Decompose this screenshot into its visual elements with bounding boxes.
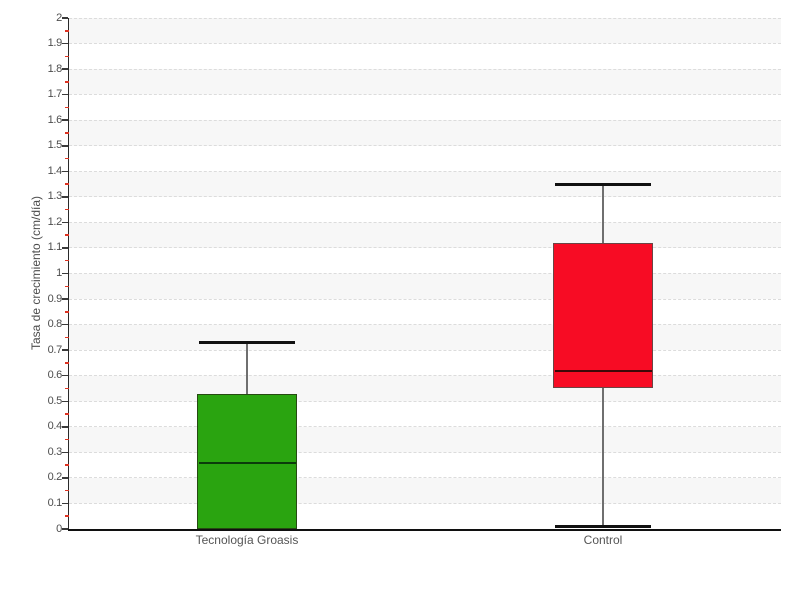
y-minor-tick	[64, 362, 69, 364]
gridline	[69, 502, 781, 504]
y-tick-label: 1.3	[47, 190, 63, 203]
gridline	[69, 94, 781, 96]
y-major-tick	[62, 528, 68, 530]
y-tick-label: 0.5	[47, 394, 63, 407]
y-major-tick	[62, 247, 68, 249]
y-minor-tick	[64, 132, 69, 134]
median-line	[198, 461, 296, 464]
y-tick-label: 1.2	[47, 215, 63, 228]
y-minor-tick	[64, 336, 69, 339]
y-tick-label: 0.4	[47, 420, 63, 433]
box-tecnologia-groasis	[197, 393, 297, 529]
y-minor-tick	[64, 489, 69, 492]
y-minor-tick	[64, 311, 69, 313]
y-tick-label: 1.9	[47, 37, 63, 50]
y-tick-label: 0.2	[47, 471, 63, 484]
y-major-tick	[62, 93, 68, 96]
y-minor-tick	[64, 259, 69, 262]
y-tick-label: 0.7	[47, 343, 63, 356]
gridline	[69, 400, 781, 402]
y-major-tick	[62, 272, 68, 275]
gridline	[69, 43, 781, 45]
y-tick-label: 1.5	[47, 139, 63, 152]
gridline	[69, 451, 781, 453]
y-tick-label: 1	[56, 267, 62, 279]
gridline	[69, 170, 781, 172]
y-major-tick	[62, 221, 68, 224]
y-major-tick	[62, 502, 68, 505]
gridline	[69, 349, 781, 351]
y-major-tick	[62, 349, 68, 351]
min-whisker-cap	[555, 524, 651, 528]
y-minor-tick	[64, 208, 69, 211]
y-tick-label: 1.8	[47, 62, 63, 75]
y-major-tick	[62, 68, 68, 70]
y-minor-tick	[64, 106, 69, 109]
y-major-tick	[62, 170, 68, 173]
max-whisker-cap	[555, 182, 651, 186]
y-minor-tick	[64, 438, 69, 441]
gridline	[69, 477, 781, 479]
gridline	[69, 221, 781, 223]
upper-whisker-stem	[602, 184, 604, 243]
gridline	[69, 247, 781, 249]
y-axis-line	[67, 18, 69, 530]
max-whisker-cap	[199, 340, 295, 344]
y-minor-tick	[64, 387, 69, 390]
y-major-tick	[62, 400, 68, 402]
y-major-tick	[62, 42, 68, 45]
y-minor-tick	[64, 464, 69, 466]
y-major-tick	[62, 196, 68, 198]
y-minor-tick	[64, 157, 69, 160]
x-axis-line	[67, 528, 781, 531]
y-major-tick	[62, 17, 68, 19]
lower-whisker-stem	[602, 388, 604, 527]
y-minor-tick	[64, 413, 69, 415]
x-category-label: Control	[583, 533, 623, 547]
y-tick-label: 1.1	[47, 241, 63, 254]
gridline	[69, 375, 781, 377]
y-minor-tick	[64, 515, 69, 517]
y-major-tick	[62, 119, 68, 121]
y-major-tick	[62, 477, 68, 479]
y-tick-label: 0.6	[47, 369, 63, 382]
y-tick-label: 1.4	[47, 164, 63, 177]
median-line	[554, 369, 652, 372]
y-major-tick	[62, 451, 68, 454]
gridline	[69, 17, 781, 19]
y-minor-tick	[64, 55, 69, 58]
gridline	[69, 145, 781, 147]
y-tick-label: 0.3	[47, 445, 63, 458]
y-major-tick	[62, 145, 68, 147]
y-major-tick	[62, 374, 68, 377]
upper-whisker-stem	[246, 342, 248, 394]
gridline	[69, 298, 781, 300]
y-tick-label: 1.7	[47, 88, 63, 101]
y-major-tick	[62, 426, 68, 428]
y-tick-label: 2	[56, 11, 62, 24]
y-minor-tick	[64, 285, 69, 288]
gridline	[69, 426, 781, 428]
y-tick-label: 0.9	[47, 292, 63, 305]
y-minor-tick	[64, 234, 69, 236]
x-category-label: Tecnología Groasis	[195, 533, 299, 547]
gridline	[69, 273, 781, 274]
gridline	[69, 68, 781, 70]
y-minor-tick	[64, 81, 69, 83]
y-tick-label: 0.1	[47, 496, 63, 509]
gridline	[69, 324, 781, 326]
y-minor-tick	[64, 30, 69, 32]
y-tick-label: 0.8	[47, 318, 63, 331]
gridline	[69, 196, 781, 198]
gridline	[69, 119, 781, 121]
y-major-tick	[62, 298, 68, 300]
y-tick-label: 1.6	[47, 113, 63, 126]
y-major-tick	[62, 323, 68, 326]
y-tick-label: 0	[56, 522, 62, 535]
y-minor-tick	[64, 183, 69, 185]
box-control	[553, 242, 653, 389]
